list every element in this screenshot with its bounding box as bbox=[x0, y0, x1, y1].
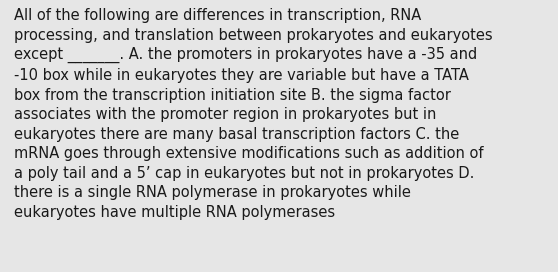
Text: All of the following are differences in transcription, RNA
processing, and trans: All of the following are differences in … bbox=[14, 8, 493, 220]
